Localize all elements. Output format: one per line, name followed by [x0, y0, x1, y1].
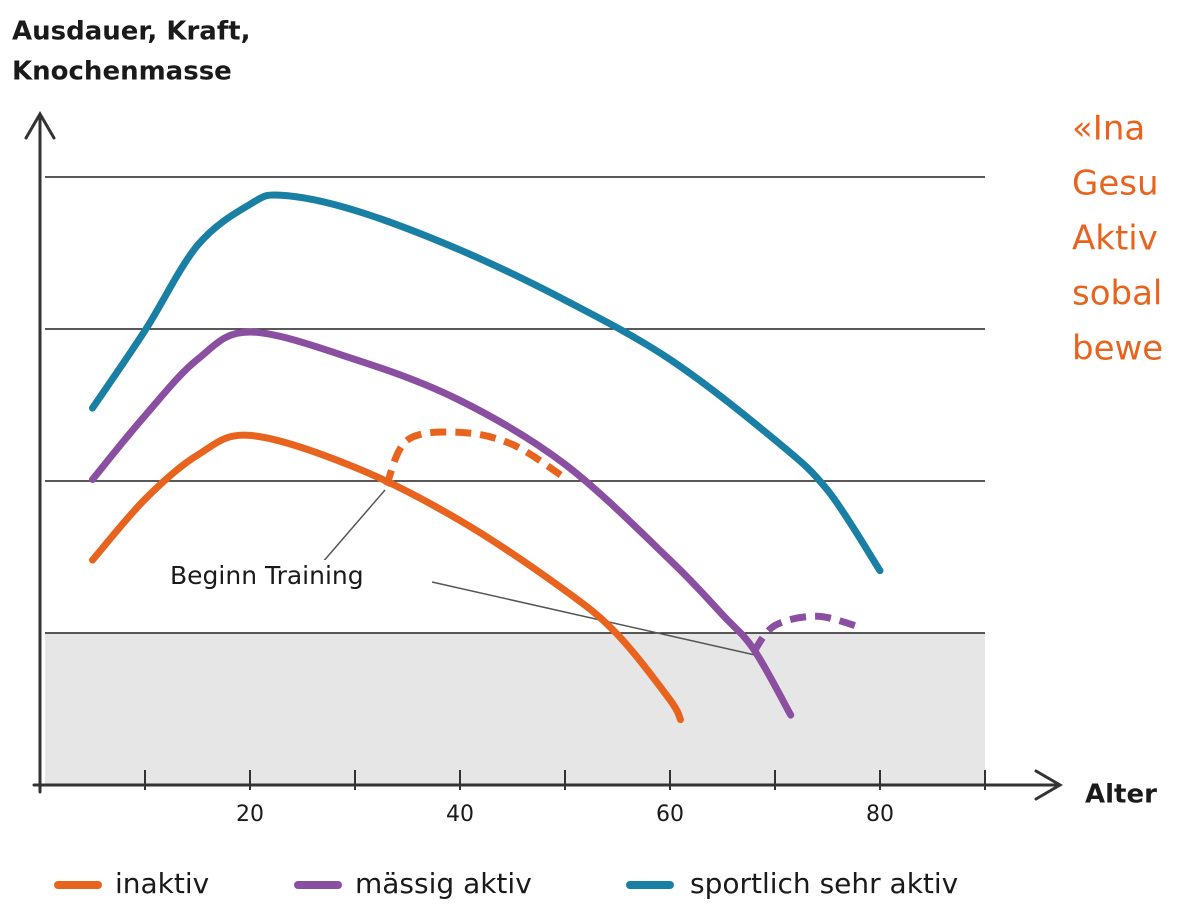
legend-label: sportlich sehr aktiv [690, 867, 958, 900]
x-axis-label: Alter [1085, 780, 1157, 810]
side-note: Aktiv [1072, 219, 1158, 259]
shaded-region [45, 633, 985, 785]
leader-lines [321, 489, 756, 656]
annotation-bg [168, 560, 418, 594]
series-line [89, 431, 684, 724]
y-axis-arrow [24, 111, 56, 140]
side-note: Gesu [1072, 164, 1159, 204]
leader-line [321, 489, 386, 564]
x-tick-label: 80 [866, 802, 894, 827]
legend-label: inaktiv [115, 867, 209, 900]
leader-line [431, 581, 756, 656]
side-note: sobal [1072, 274, 1162, 314]
x-tick-label: 40 [446, 802, 474, 827]
legend-label: mässig aktiv [355, 867, 532, 900]
training-line [383, 428, 567, 488]
annotation: Beginn Training [170, 561, 364, 590]
side-note: bewe [1072, 329, 1163, 369]
side-note: «Ina [1072, 109, 1145, 149]
x-tick-label: 20 [236, 802, 264, 827]
training-line [751, 612, 860, 654]
background-layer [45, 176, 985, 785]
chart-title: Ausdauer, Kraft, [12, 17, 250, 47]
series-line [89, 191, 884, 575]
series-line [89, 328, 795, 719]
axes [24, 111, 1063, 801]
x-tick-label: 60 [656, 802, 684, 827]
chart-title: Knochenmasse [12, 57, 232, 87]
x-axis-arrow [1034, 769, 1063, 801]
